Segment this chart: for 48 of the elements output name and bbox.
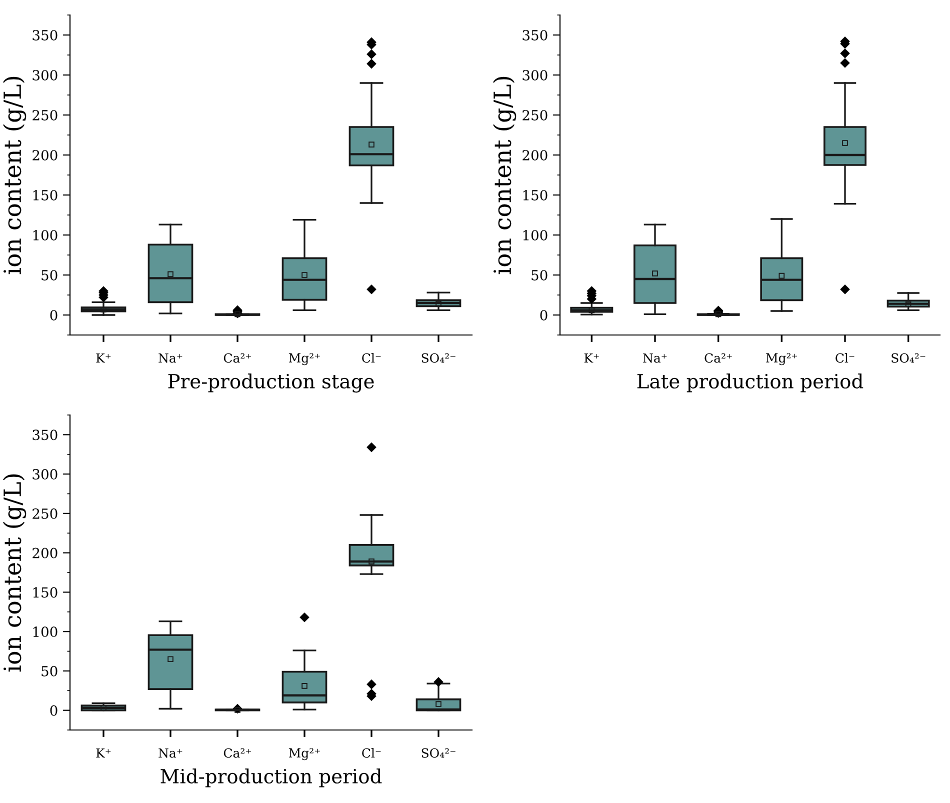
- y-tick-label: 50: [532, 270, 548, 280]
- y-tick-label: 350: [32, 430, 58, 440]
- x-tick-label: Na⁺: [158, 748, 182, 758]
- y-tick-label: 150: [33, 587, 58, 598]
- y-tick-label: 200: [32, 150, 58, 160]
- y-tick-label: 300: [32, 469, 58, 480]
- y-tick-label: 100: [33, 230, 58, 240]
- y-axis-title: ion content (g/L): [2, 76, 26, 274]
- x-tick-label: Mg²⁺: [766, 353, 798, 366]
- y-axis-title: ion content (g/L): [492, 76, 516, 274]
- y-tick-label: 150: [523, 190, 548, 200]
- x-tick-label: SO₄²⁻: [892, 353, 926, 363]
- y-tick-label: 0: [540, 310, 548, 320]
- x-tick-label: Cl⁻: [362, 748, 381, 758]
- y-tick-label: 0: [50, 310, 58, 320]
- x-tick-label: Mg²⁺: [288, 353, 320, 366]
- y-tick-label: 100: [523, 230, 548, 240]
- x-tick-label: K⁺: [584, 353, 599, 363]
- x-axis-title: Mid-production period: [160, 768, 382, 788]
- y-tick-label: 150: [33, 190, 58, 200]
- y-tick-label: 350: [522, 30, 548, 40]
- x-axis-title: Pre-production stage: [168, 373, 374, 393]
- y-tick-label: 350: [32, 30, 58, 40]
- y-axis-title: ion content (g/L): [2, 474, 26, 672]
- x-tick-label: Mg²⁺: [288, 748, 320, 760]
- y-tick-label: 200: [32, 548, 58, 558]
- x-tick-label: Cl⁻: [836, 353, 854, 363]
- y-tick-label: 300: [522, 70, 548, 80]
- y-tick-label: 200: [522, 150, 548, 160]
- y-tick-label: 100: [33, 626, 58, 638]
- x-tick-label: Ca²⁺: [224, 353, 251, 363]
- y-tick-label: 300: [32, 70, 58, 80]
- x-tick-label: Na⁺: [158, 353, 182, 363]
- x-tick-label: Ca²⁺: [704, 353, 732, 363]
- y-tick-label: 50: [42, 666, 58, 676]
- x-tick-label: Na⁺: [643, 353, 667, 363]
- y-tick-label: 250: [522, 110, 548, 120]
- x-tick-label: Ca²⁺: [224, 748, 251, 758]
- x-axis-title: Late production period: [637, 373, 864, 392]
- x-tick-label: Cl⁻: [362, 353, 381, 363]
- x-tick-label: SO₄²⁻: [422, 353, 456, 363]
- y-tick-label: 50: [42, 270, 58, 280]
- y-tick-label: 250: [32, 110, 58, 120]
- y-tick-label: 0: [50, 705, 58, 716]
- y-tick-label: 250: [32, 508, 58, 519]
- x-tick-label: K⁺: [96, 353, 111, 363]
- x-tick-label: SO₄²⁻: [422, 748, 456, 758]
- x-tick-label: K⁺: [96, 748, 111, 758]
